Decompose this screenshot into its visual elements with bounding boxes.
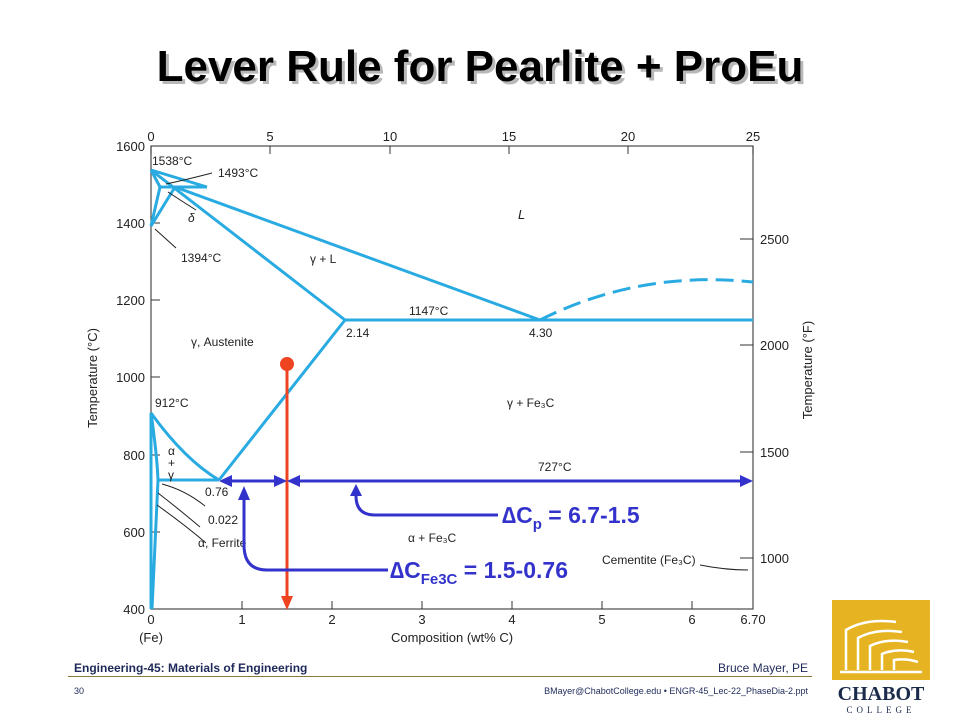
top-tick-10: 10 — [383, 129, 397, 144]
annotation-pointers — [154, 172, 749, 571]
liquidus-hypereutectic-dashed — [539, 278, 754, 322]
bottom-tick-1: 1 — [238, 612, 245, 627]
fe-label: (Fe) — [139, 630, 163, 645]
slide-title: Lever Rule for Pearlite + ProEu — [156, 42, 804, 91]
a3-curve — [149, 412, 220, 482]
composition-line-arrowhead — [281, 596, 293, 610]
tie-arrowhead-left-out — [219, 475, 232, 487]
top-tick-15: 15 — [502, 129, 516, 144]
top-tick-5: 5 — [266, 129, 273, 144]
label-plus: + — [168, 456, 175, 470]
label-liquid: L — [518, 207, 525, 222]
acm-line — [217, 319, 347, 481]
label-727: 727°C — [538, 460, 572, 474]
tie-arrowhead-left-in — [274, 475, 287, 487]
label-1147: 1147°C — [409, 304, 449, 318]
footer-email: BMayer@ChabotCollege.edu • ENGR-45_Lec-2… — [544, 686, 808, 696]
label-1493: 1493°C — [218, 166, 258, 180]
left-tick-600: 600 — [123, 525, 145, 540]
label-cementite: Cementite (Fe₃C) — [602, 553, 696, 567]
left-tick-1200: 1200 — [116, 293, 145, 308]
label-1538: 1538°C — [152, 154, 192, 168]
delta-cp-label: ∆Cp = 6.7-1.5 — [502, 502, 640, 533]
left-tick-800: 800 — [123, 448, 145, 463]
top-tick-20: 20 — [621, 129, 635, 144]
bottom-tick-0: 0 — [147, 612, 154, 627]
bottom-tick-4: 4 — [508, 612, 515, 627]
delta-cp-arrowhead — [350, 484, 362, 496]
delta-cfe3c-label: ∆CFe3C = 1.5-0.76 — [390, 557, 568, 588]
label-214: 2.14 — [346, 326, 370, 340]
liquidus-upper-line — [174, 185, 541, 322]
delta-top-line — [150, 168, 208, 189]
plot-frame — [150, 145, 754, 610]
label-0022: 0.022 — [208, 513, 238, 527]
label-gamma-fe3c: γ + Fe₃C — [507, 396, 555, 410]
x-axis-label: Composition (wt% C) — [391, 630, 513, 645]
left-tick-400: 400 — [123, 602, 145, 617]
label-1394: 1394°C — [181, 251, 221, 265]
label-430: 4.30 — [529, 326, 553, 340]
liquidus-line — [150, 168, 346, 322]
logo-sub: COLLEGE — [847, 705, 916, 715]
bottom-tick-3: 3 — [418, 612, 425, 627]
label-912: 912°C — [155, 396, 189, 410]
right-tick-1000: 1000 — [760, 551, 789, 566]
label-076: 0.76 — [205, 485, 229, 499]
footer-author: Bruce Mayer, PE — [717, 661, 808, 675]
left-tick-1000: 1000 — [116, 370, 145, 385]
fe-c-phase-diagram: 0 5 10 15 20 25 1600 1400 1200 1000 800 … — [85, 129, 815, 645]
bottom-tick-5: 5 — [598, 612, 605, 627]
logo-name: CHABOT — [838, 683, 925, 705]
delta-cp-pointer — [354, 492, 498, 517]
lever-rule-overlay: ∆Cp = 6.7-1.5 ∆CFe3C = 1.5-0.76 — [219, 357, 753, 610]
phase-boundaries — [149, 168, 754, 610]
top-tick-0: 0 — [147, 129, 154, 144]
delta-lower-boundary — [149, 186, 162, 227]
chabot-college-logo: CHABOT COLLEGE — [832, 600, 930, 715]
bottom-tick-2: 2 — [328, 612, 335, 627]
label-alpha: α — [168, 444, 175, 458]
left-tick-1400: 1400 — [116, 216, 145, 231]
label-delta: δ — [188, 211, 195, 225]
label-alpha-fe3c: α + Fe₃C — [408, 531, 457, 545]
label-ferrite: α, Ferrite — [198, 536, 247, 550]
tie-arrowhead-right-in — [287, 475, 300, 487]
footer-rule — [68, 676, 812, 677]
right-tick-1500: 1500 — [760, 445, 789, 460]
bottom-tick-6: 6 — [688, 612, 695, 627]
tie-arrowhead-right-out — [740, 475, 753, 487]
composition-point — [280, 357, 294, 371]
delta-upper-boundary — [149, 169, 162, 188]
y-axis-left-label: Temperature (°C) — [85, 328, 100, 428]
bottom-tick-670: 6.70 — [740, 612, 765, 627]
right-tick-2000: 2000 — [760, 338, 789, 353]
left-tick-1600: 1600 — [116, 139, 145, 154]
right-tick-2500: 2500 — [760, 232, 789, 247]
slide-number: 30 — [74, 686, 85, 696]
delta-cfe3c-arrowhead — [238, 486, 250, 500]
label-gamma: γ — [168, 468, 174, 482]
label-austenite: γ, Austenite — [191, 335, 254, 349]
y-axis-right-label: Temperature (°F) — [800, 321, 815, 419]
footer-course: Engineering-45: Materials of Engineering — [74, 661, 308, 675]
label-gamma-l: γ + L — [310, 252, 337, 266]
delta-cfe3c-pointer — [242, 498, 388, 572]
top-tick-25: 25 — [746, 129, 760, 144]
